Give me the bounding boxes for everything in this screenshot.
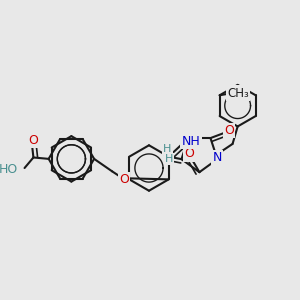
Text: CH₃: CH₃ xyxy=(227,87,249,100)
Text: NH: NH xyxy=(182,135,200,148)
Text: O: O xyxy=(119,173,129,186)
Text: O: O xyxy=(224,124,234,137)
Text: HO: HO xyxy=(0,163,18,176)
Text: H: H xyxy=(163,144,172,154)
Text: O: O xyxy=(184,147,194,161)
Text: N: N xyxy=(213,151,222,164)
Text: O: O xyxy=(28,134,38,146)
Text: H: H xyxy=(165,154,173,164)
